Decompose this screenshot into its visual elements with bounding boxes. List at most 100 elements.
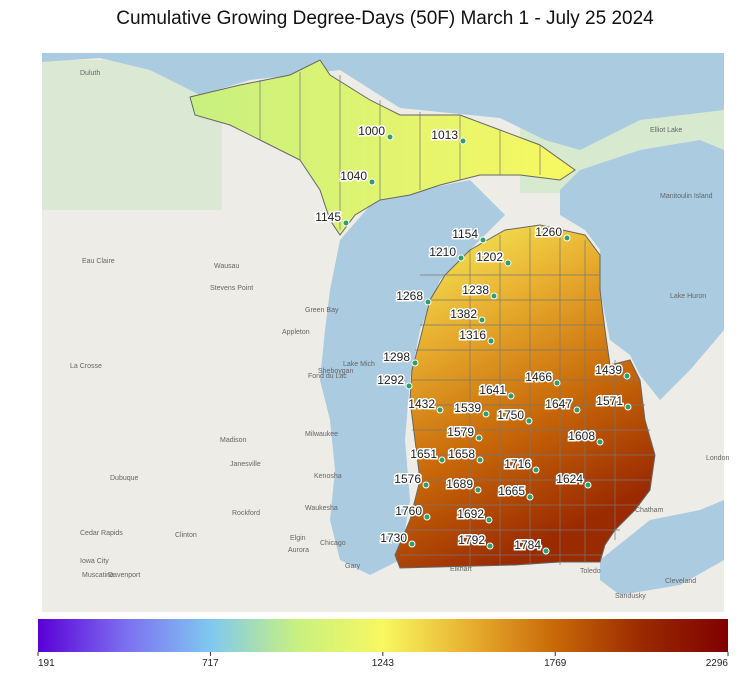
basemap-label: Kenosha bbox=[314, 473, 342, 480]
basemap-label: Appleton bbox=[282, 329, 310, 336]
station-label: 1692 bbox=[457, 507, 484, 521]
station-dot bbox=[532, 466, 540, 474]
colorbar-tick-label: 1243 bbox=[372, 658, 395, 669]
station-dot bbox=[490, 292, 498, 300]
basemap-label: Elgin bbox=[290, 535, 306, 542]
station-label: 1260 bbox=[535, 225, 562, 239]
basemap-label: Lake Mich bbox=[343, 361, 375, 368]
station-dot bbox=[482, 410, 490, 418]
station-label: 1210 bbox=[429, 245, 456, 259]
title: Cumulative Growing Degree-Days (50F) Mar… bbox=[116, 8, 654, 29]
basemap-label: Cedar Rapids bbox=[80, 530, 123, 537]
station-label: 1466 bbox=[525, 370, 552, 384]
station-label: 1539 bbox=[454, 401, 481, 415]
station-label: 1432 bbox=[408, 397, 435, 411]
station-label: 1040 bbox=[340, 169, 367, 183]
basemap-label: La Crosse bbox=[70, 363, 102, 370]
station-label: 1439 bbox=[595, 363, 622, 377]
station-dot bbox=[438, 456, 446, 464]
station-dot bbox=[525, 417, 533, 425]
station-label: 1651 bbox=[410, 447, 437, 461]
basemap-label: Wausau bbox=[214, 263, 240, 270]
basemap-label: Janesville bbox=[230, 461, 261, 468]
station-dot bbox=[408, 540, 416, 548]
station-label: 1665 bbox=[498, 484, 525, 498]
station-label: 1730 bbox=[380, 531, 407, 545]
station-label: 1000 bbox=[358, 124, 385, 138]
basemap-label: Muscatine bbox=[82, 572, 114, 579]
colorbar-tick-label: 191 bbox=[38, 658, 55, 669]
basemap-label: Davenport bbox=[108, 572, 140, 579]
station-label: 1292 bbox=[377, 373, 404, 387]
station-dot bbox=[411, 359, 419, 367]
station-label: 1579 bbox=[447, 425, 474, 439]
station-label: 1658 bbox=[448, 447, 475, 461]
station-label: 1013 bbox=[431, 128, 458, 142]
basemap-label: Aurora bbox=[288, 547, 309, 554]
station-dot bbox=[422, 481, 430, 489]
station-dot bbox=[424, 298, 432, 306]
station-dot bbox=[479, 236, 487, 244]
station-label: 1624 bbox=[556, 472, 583, 486]
station-label: 1154 bbox=[452, 227, 478, 241]
station-label: 1316 bbox=[459, 328, 486, 342]
basemap-label: Stevens Point bbox=[210, 285, 253, 292]
basemap-label: Madison bbox=[220, 437, 247, 444]
station-dot bbox=[573, 406, 581, 414]
station-label: 1750 bbox=[497, 408, 524, 422]
station-dot bbox=[436, 406, 444, 414]
station-dot bbox=[507, 392, 515, 400]
station-dot bbox=[584, 481, 592, 489]
station-dot bbox=[459, 137, 467, 145]
station-dot bbox=[526, 493, 534, 501]
station-label: 1760 bbox=[395, 504, 422, 518]
station-label: 1689 bbox=[446, 477, 473, 491]
station-dot bbox=[487, 337, 495, 345]
station-label: 1792 bbox=[458, 533, 485, 547]
station-dot bbox=[623, 372, 631, 380]
station-dot bbox=[368, 178, 376, 186]
station-dot bbox=[386, 133, 394, 141]
basemap-label: Manitoulin Island bbox=[660, 193, 713, 200]
station-dot bbox=[596, 438, 604, 446]
basemap-label: Milwaukee bbox=[305, 431, 338, 438]
basemap-label: Green Bay bbox=[305, 307, 339, 314]
basemap-label: Fond du Lac bbox=[308, 373, 347, 380]
basemap-label: Chatham bbox=[635, 507, 664, 514]
station-dot bbox=[563, 234, 571, 242]
station-dot bbox=[485, 516, 493, 524]
basemap-label: Clinton bbox=[175, 532, 197, 539]
basemap-label: Iowa City bbox=[80, 558, 109, 565]
basemap-label: Rockford bbox=[232, 510, 260, 517]
station-label: 1608 bbox=[568, 429, 595, 443]
basemap-label: Elliot Lake bbox=[650, 127, 682, 134]
basemap-label: Sheboygan bbox=[318, 368, 354, 375]
basemap-label: Dubuque bbox=[110, 475, 139, 482]
station-label: 1716 bbox=[504, 457, 531, 471]
station-dot bbox=[542, 547, 550, 555]
basemap-label: Eau Claire bbox=[82, 258, 115, 265]
basemap-label: Waukesha bbox=[305, 505, 338, 512]
station-dot bbox=[474, 486, 482, 494]
colorbar-tick-label: 1769 bbox=[544, 658, 567, 669]
basemap-label: Chicago bbox=[320, 540, 346, 547]
station-dot bbox=[457, 254, 465, 262]
station-label: 1202 bbox=[476, 250, 503, 264]
basemap-label: Duluth bbox=[80, 70, 100, 77]
station-dot bbox=[478, 316, 486, 324]
station-label: 1647 bbox=[545, 397, 572, 411]
station-dot bbox=[476, 456, 484, 464]
basemap-label: Lake Huron bbox=[670, 293, 706, 300]
basemap-label: Gary bbox=[345, 563, 361, 570]
station-label: 1576 bbox=[394, 472, 421, 486]
station-label: 1571 bbox=[596, 394, 623, 408]
station-label: 1382 bbox=[450, 307, 477, 321]
station-dot bbox=[475, 434, 483, 442]
station-dot bbox=[486, 542, 494, 550]
station-dot bbox=[624, 403, 632, 411]
station-label: 1238 bbox=[462, 283, 489, 297]
station-dot bbox=[405, 382, 413, 390]
basemap-label: London bbox=[706, 455, 729, 462]
station-dot bbox=[504, 259, 512, 267]
basemap-label: Elkhart bbox=[450, 566, 472, 573]
